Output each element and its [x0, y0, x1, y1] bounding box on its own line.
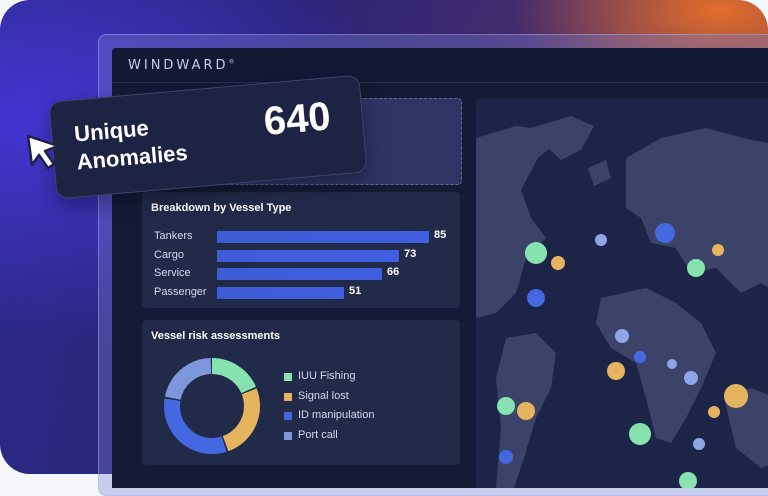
bar — [217, 268, 382, 280]
legend-swatch — [284, 412, 292, 420]
uk-landmass — [588, 160, 611, 186]
map-marker-green[interactable] — [679, 472, 697, 488]
north-america-landmass — [476, 126, 556, 318]
callout-label-line1: Unique — [73, 115, 150, 147]
bar — [217, 287, 344, 299]
map-marker-blue[interactable] — [634, 351, 646, 363]
map-marker-orange[interactable] — [551, 256, 565, 270]
bar-label: Service — [154, 267, 191, 279]
bar-value: 73 — [404, 248, 417, 260]
donut-slice-id-manipulation[interactable] — [164, 358, 260, 454]
risk-title: Vessel risk assessments — [151, 330, 281, 342]
eurasia-landmass — [626, 128, 768, 293]
pointer-cursor-icon — [26, 134, 60, 170]
brand-name: WINDWARD — [128, 58, 229, 73]
bar-label: Passenger — [154, 286, 207, 298]
app-window: WINDWARD® Breakdown by Vessel Type Tanke… — [112, 48, 768, 488]
brand-logo[interactable]: WINDWARD® — [128, 58, 235, 73]
bar-row-cargo[interactable]: Cargo 73 — [142, 247, 460, 263]
map-marker-orange[interactable] — [708, 406, 720, 418]
vessel-type-breakdown-card: Breakdown by Vessel Type Tankers 85 Carg… — [142, 192, 460, 308]
bar-row-tankers[interactable]: Tankers 85 — [142, 228, 460, 244]
bar — [217, 231, 429, 243]
japan-landmass — [754, 208, 768, 248]
bar-label: Cargo — [154, 249, 184, 261]
map-marker-orange[interactable] — [712, 244, 724, 256]
map-marker-blue[interactable] — [499, 450, 513, 464]
map-marker-green[interactable] — [687, 259, 705, 277]
legend-label: ID manipulation — [298, 409, 375, 421]
brand-registered-mark: ® — [228, 58, 235, 66]
greenland-landmass — [531, 116, 594, 160]
legend-swatch — [284, 393, 292, 401]
callout-label: Unique Anomalies — [73, 108, 217, 176]
world-map[interactable] — [476, 98, 768, 488]
map-marker-green[interactable] — [525, 242, 547, 264]
bar-label: Tankers — [154, 230, 193, 242]
bar-row-passenger[interactable]: Passenger 51 — [142, 284, 460, 300]
map-marker-orange[interactable] — [517, 402, 535, 420]
vessel-risk-card: Vessel risk assessments IUU Fishing Sign… — [142, 320, 460, 465]
risk-donut-chart[interactable] — [162, 356, 262, 456]
map-marker-orange[interactable] — [607, 362, 625, 380]
map-marker-lightblue[interactable] — [684, 371, 698, 385]
bar-value: 85 — [434, 229, 447, 241]
map-marker-layer — [497, 223, 748, 488]
bar-row-service[interactable]: Service 66 — [142, 265, 460, 281]
australia-landmass — [724, 388, 768, 468]
map-marker-blue[interactable] — [527, 289, 545, 307]
donut-slice-signal-lost[interactable] — [164, 358, 260, 454]
bar-value: 51 — [349, 285, 362, 297]
map-marker-green[interactable] — [497, 397, 515, 415]
legend-label: Signal lost — [298, 390, 349, 402]
map-marker-blue[interactable] — [655, 223, 675, 243]
legend-swatch — [284, 432, 292, 440]
legend-label: IUU Fishing — [298, 370, 356, 382]
bar-value: 66 — [387, 266, 400, 278]
map-marker-lightblue[interactable] — [693, 438, 705, 450]
breakdown-title: Breakdown by Vessel Type — [151, 202, 292, 214]
legend-label: Port call — [298, 429, 338, 441]
bar — [217, 250, 399, 262]
map-marker-green[interactable] — [629, 423, 651, 445]
top-bar: WINDWARD® — [112, 48, 768, 83]
map-marker-lightblue[interactable] — [667, 359, 677, 369]
legend-swatch — [284, 373, 292, 381]
map-marker-orange[interactable] — [724, 384, 748, 408]
callout-value: 640 — [261, 94, 333, 144]
africa-landmass — [596, 288, 716, 443]
map-marker-lightblue[interactable] — [595, 234, 607, 246]
donut-slice-iuu-fishing[interactable] — [164, 358, 260, 454]
map-marker-lightblue[interactable] — [615, 329, 629, 343]
